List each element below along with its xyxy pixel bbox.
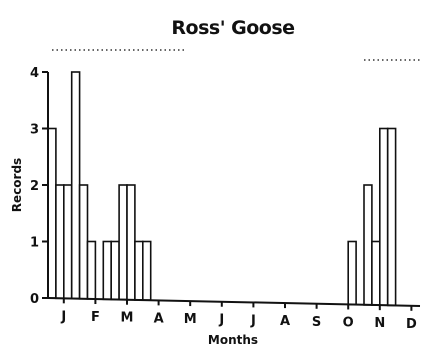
bar [55, 184, 65, 300]
y-tick-label: 1 [30, 236, 39, 251]
x-tick-label: F [91, 310, 100, 325]
bar [134, 240, 144, 301]
y-tick-label: 3 [30, 123, 39, 138]
bar [386, 127, 397, 307]
y-ticks-group: 0 1 2 3 4 [30, 66, 48, 307]
x-tick-label: S [312, 315, 321, 330]
bar [378, 127, 389, 306]
x-tick-label: D [406, 317, 417, 332]
x-tick-label: M [121, 311, 134, 326]
bar [142, 240, 152, 301]
bar [371, 240, 381, 306]
x-tick-label: N [374, 316, 385, 331]
bar [47, 127, 57, 299]
x-tick-label: J [218, 313, 224, 328]
bar [62, 184, 73, 300]
x-tick-label: J [60, 309, 66, 324]
bar [363, 184, 373, 306]
bars-group [47, 71, 397, 307]
bar [86, 240, 97, 300]
x-axis-line [47, 297, 421, 307]
y-tick-label: 4 [30, 66, 39, 81]
bar [126, 184, 136, 301]
x-tick-label: M [184, 312, 197, 327]
y-axis-label: Records [10, 158, 24, 212]
x-axis-label: Months [208, 333, 258, 347]
bar [102, 240, 113, 301]
x-tick-label: J [250, 313, 256, 328]
y-tick-label: 2 [30, 179, 39, 194]
bar [118, 184, 128, 301]
bar [70, 71, 81, 300]
y-tick-label: 0 [30, 292, 39, 307]
bar [78, 184, 89, 300]
chart-title: Ross' Goose [171, 17, 294, 39]
x-tick-label: A [280, 314, 290, 329]
bar [347, 240, 357, 306]
x-tick-label: A [154, 311, 164, 326]
bar [110, 240, 120, 301]
x-tick-label: O [343, 315, 354, 330]
